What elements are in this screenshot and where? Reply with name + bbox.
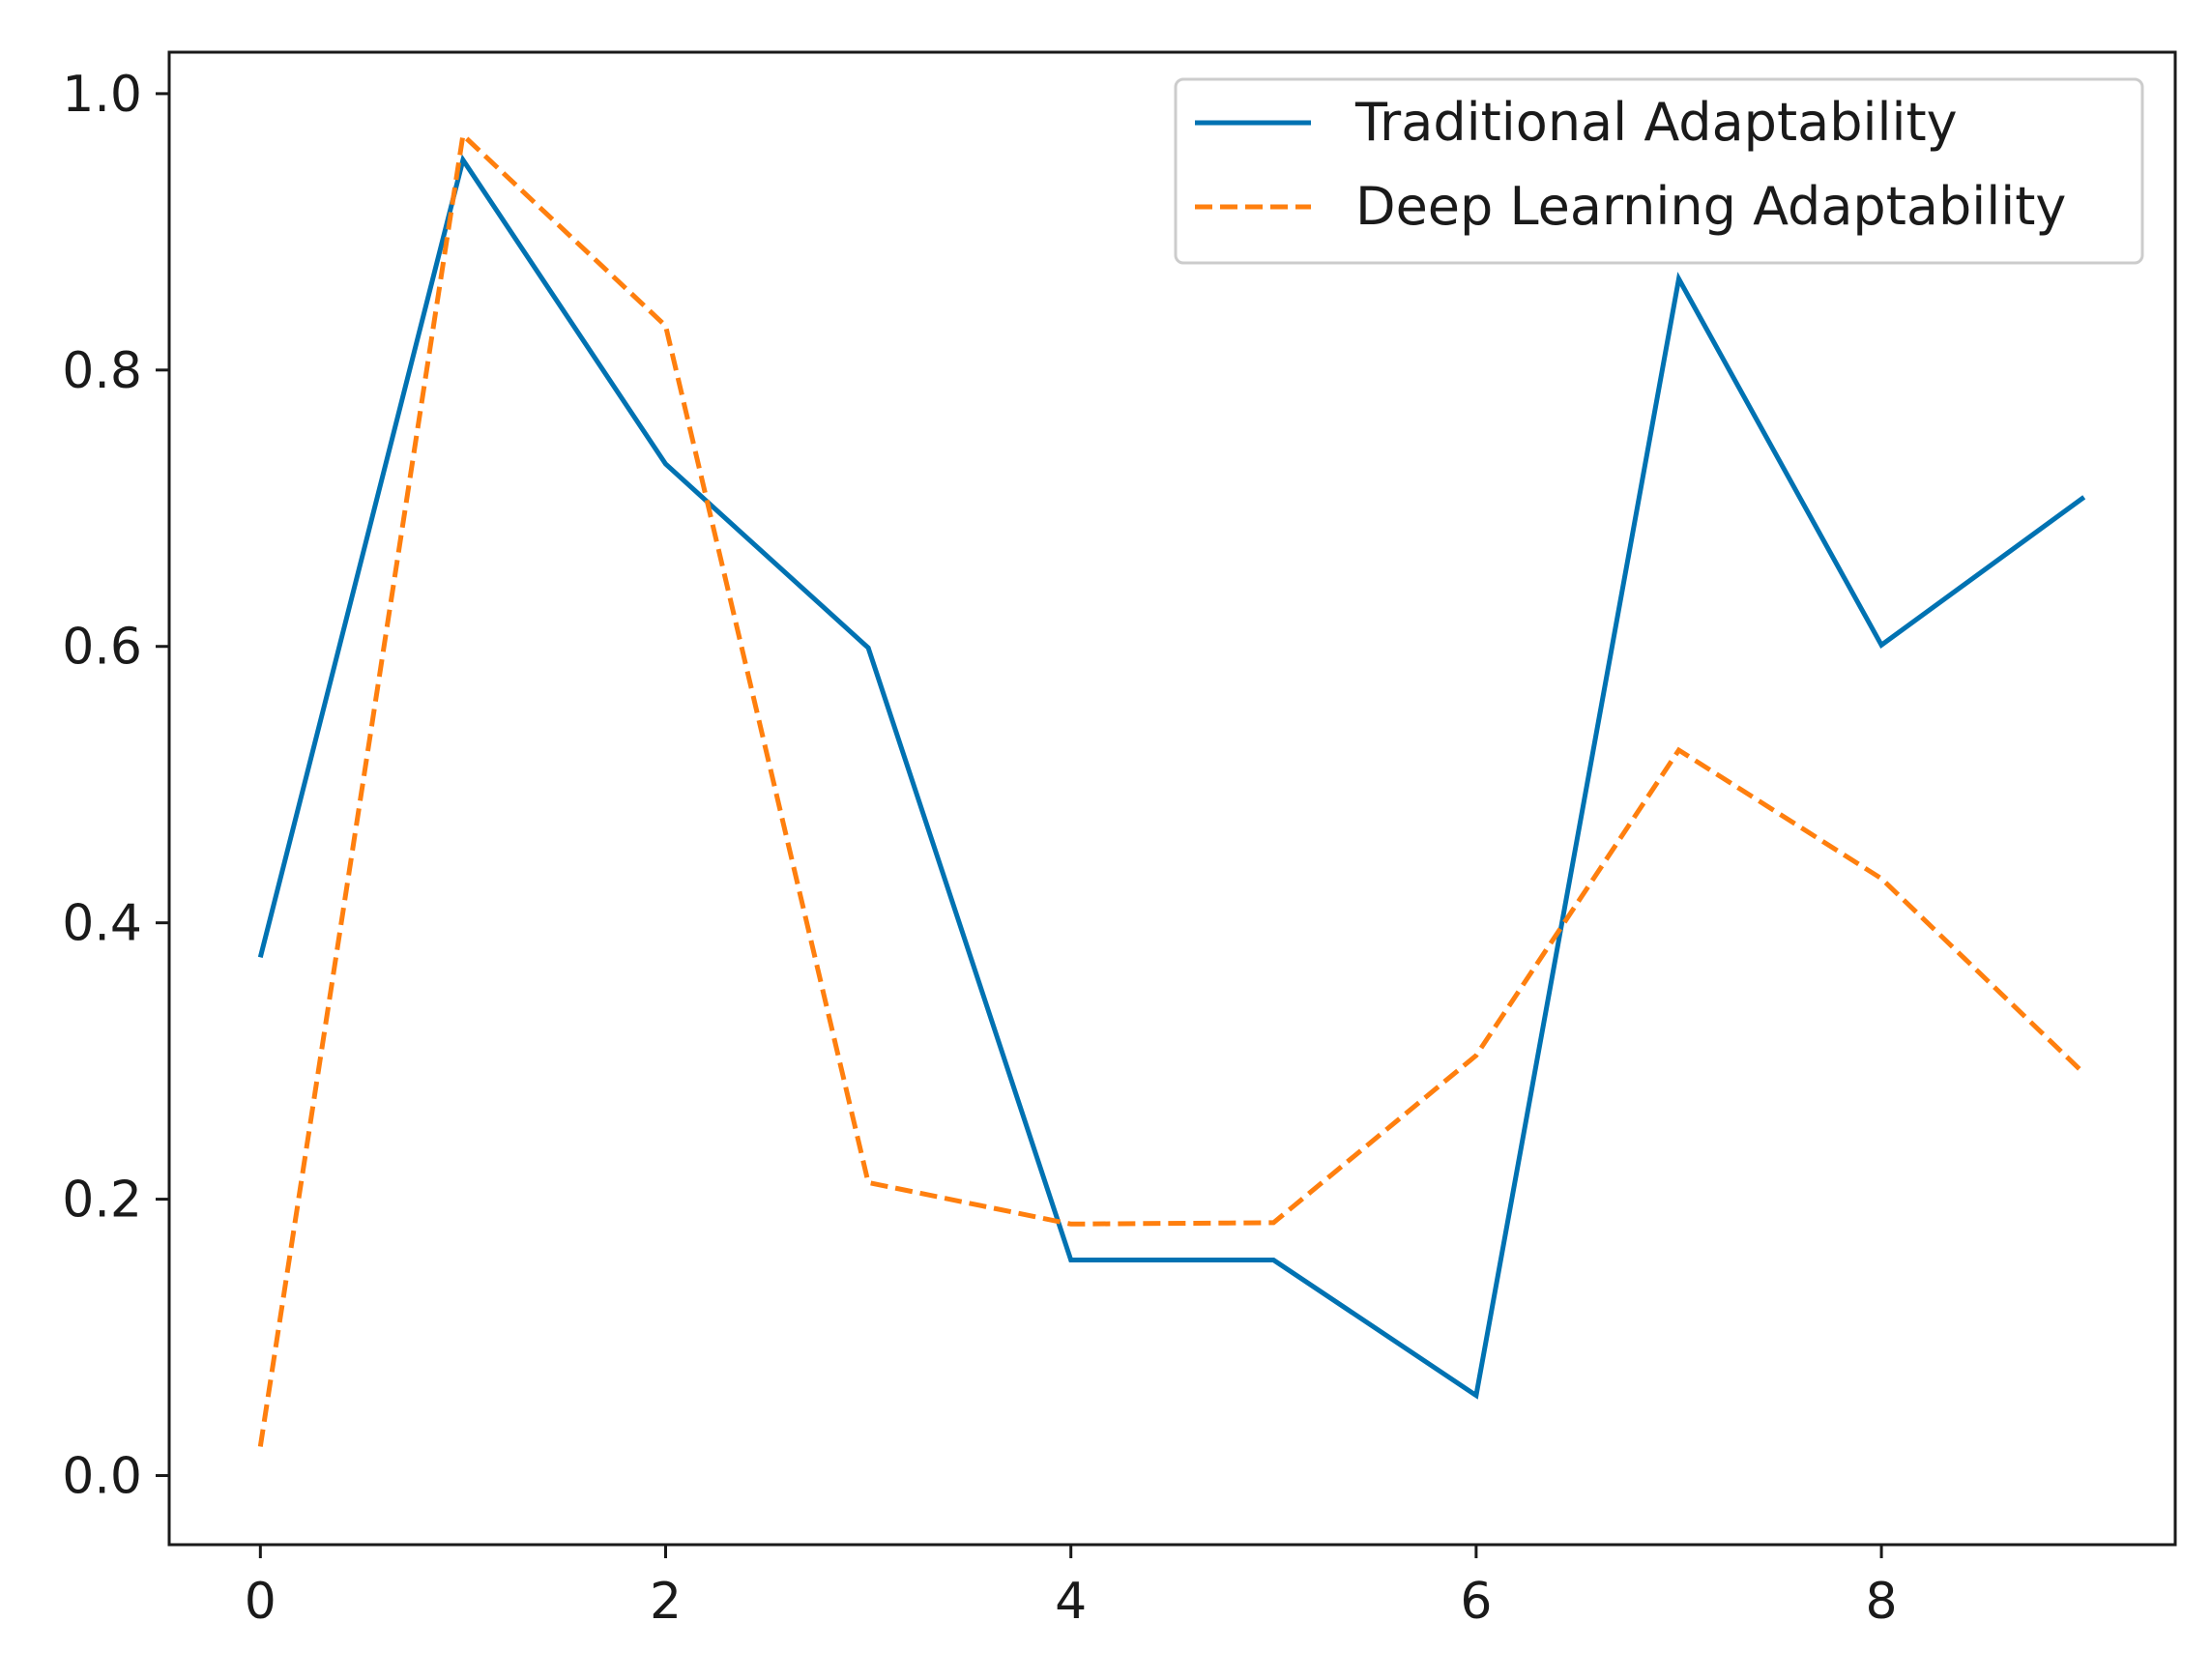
- x-tick-label: 8: [1866, 1573, 1898, 1631]
- x-tick-label: 6: [1460, 1573, 1492, 1631]
- y-tick-label: 1.0: [62, 66, 142, 124]
- x-tick-label: 4: [1055, 1573, 1087, 1631]
- legend: Traditional Adaptability Deep Learning A…: [1174, 77, 2144, 265]
- x-tick-label: 0: [245, 1573, 276, 1631]
- legend-label-deep-learning: Deep Learning Adaptability: [1355, 176, 2066, 237]
- legend-box: [1174, 77, 2144, 265]
- axis-ticks: 0 2 4 6 8 0.0 0.2 0.4 0.6 0.8 1.0: [62, 66, 1897, 1631]
- legend-label-traditional: Traditional Adaptability: [1354, 92, 1958, 153]
- x-tick-label: 2: [650, 1573, 682, 1631]
- plot-frame: [167, 50, 2177, 1547]
- y-tick-label: 0.4: [62, 895, 142, 953]
- y-tick-label: 0.6: [62, 619, 142, 677]
- series-line-deep-learning: [257, 130, 2086, 1447]
- y-tick-label: 0.8: [62, 342, 142, 400]
- y-tick-label: 0.0: [62, 1448, 142, 1506]
- series-line-traditional: [257, 154, 2086, 1400]
- y-tick-label: 0.2: [62, 1172, 142, 1230]
- series-lines: [257, 130, 2086, 1447]
